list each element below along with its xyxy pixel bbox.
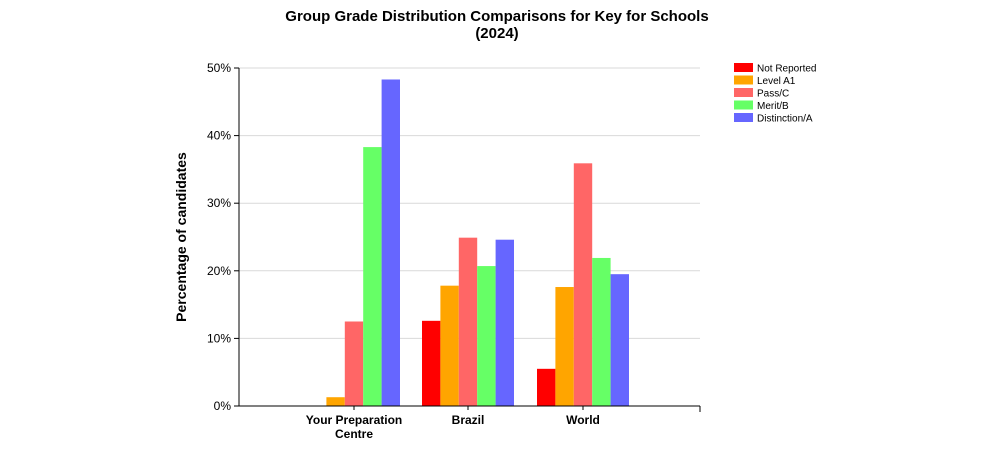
legend-label: Pass/C [757, 89, 789, 100]
bars [326, 79, 629, 407]
y-tick-label: 50% [207, 61, 231, 75]
bar-not-reported [537, 368, 556, 406]
axes [238, 68, 700, 407]
bar-distinction-a [610, 274, 629, 406]
bar-level-a1 [440, 285, 459, 406]
bar-level-a1 [555, 287, 574, 406]
bar-not-reported [422, 320, 441, 406]
bar-pass-c [458, 237, 478, 406]
x-category-label: World [566, 413, 600, 427]
y-tick-label: 0% [214, 399, 232, 413]
x-category-label: Centre [335, 427, 373, 441]
bar-distinction-a [381, 79, 400, 406]
y-tick-label: 10% [207, 331, 231, 345]
bar-merit-b [363, 147, 382, 407]
bar-merit-b [592, 257, 611, 406]
x-category-label: Your Preparation [306, 413, 402, 427]
legend-label: Not Reported [757, 64, 816, 75]
bar-distinction-a [495, 239, 514, 406]
bar-merit-b [477, 266, 496, 406]
legend-swatch [734, 75, 753, 85]
x-category-label: Brazil [452, 413, 485, 427]
y-axis-label: Percentage of candidates [173, 152, 189, 322]
bar-pass-c [344, 321, 364, 406]
legend-label: Level A1 [757, 76, 796, 87]
y-tick-label: 40% [207, 129, 231, 143]
bar-level-a1 [326, 397, 345, 406]
chart-title-line-2: (2024) [475, 25, 518, 42]
legend-swatch [734, 100, 753, 110]
legend-swatch [734, 113, 753, 122]
y-tick-label: 20% [207, 264, 231, 278]
legend-label: Merit/B [757, 101, 789, 112]
y-tick-label: 30% [207, 196, 231, 210]
chart-title: Group Grade Distribution Comparisons for… [285, 8, 708, 42]
chart-title-line-1: Group Grade Distribution Comparisons for… [285, 8, 708, 25]
y-axis-ticks: 0% 10% 20% 30% 40% 50% [207, 61, 239, 413]
legend-label: Distinction/A [757, 114, 813, 125]
legend-swatch [734, 88, 753, 97]
bar-pass-c [573, 163, 593, 406]
legend-swatch [734, 63, 753, 72]
